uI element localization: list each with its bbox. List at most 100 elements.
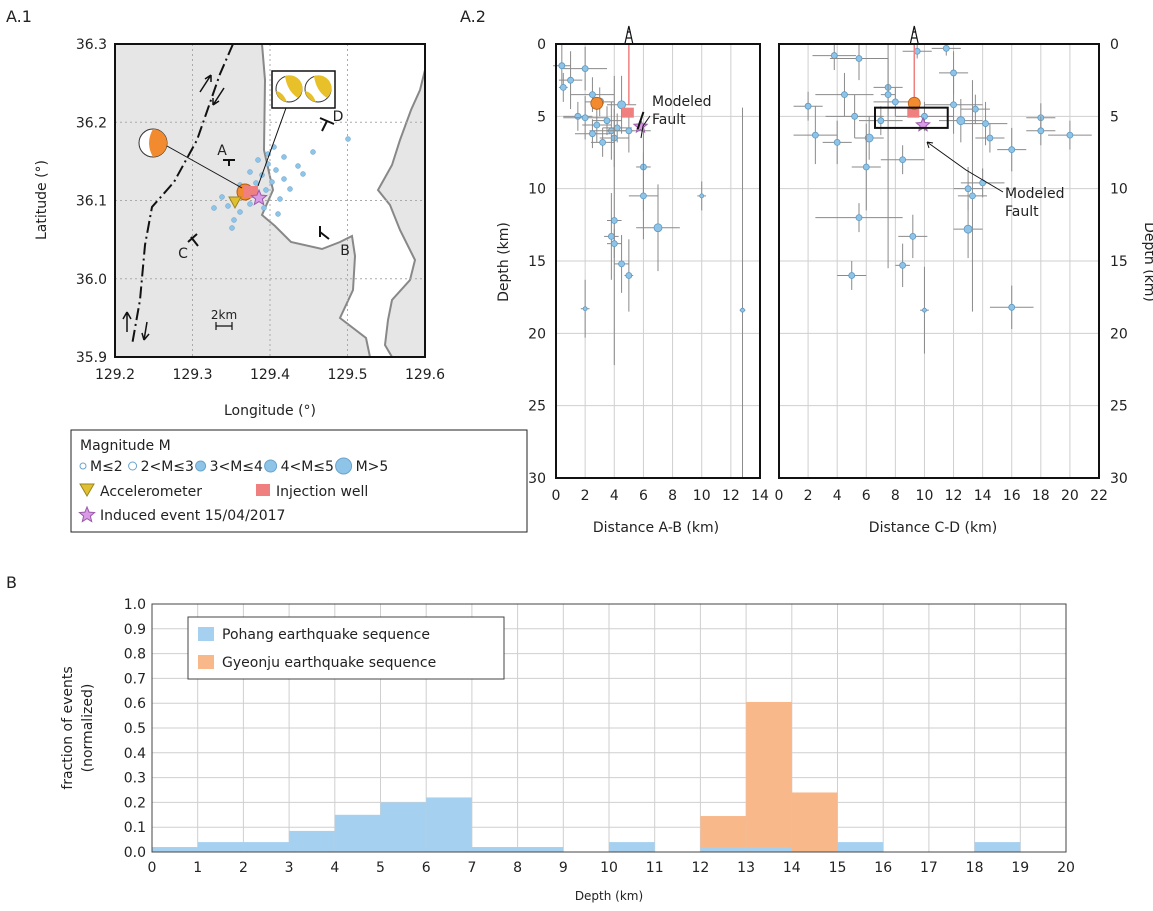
histogram-x-tick: 0 [148,860,157,876]
section-ab-event [625,272,633,279]
section-ab-x-tick: 10 [693,488,711,504]
section-cd-x-axis-label: Distance C-D (km) [869,520,997,536]
section-cd-event [982,120,989,127]
section-label-c: C [178,246,188,262]
section-cd-annotation-line2: Fault [1005,204,1039,220]
section-ab-x-tick: 4 [610,488,619,504]
histogram-bar-pohang [197,842,244,852]
panel-label-a2: A.2 [460,7,486,26]
histogram-y-tick: 0.3 [124,771,146,787]
histogram-x-tick: 6 [422,860,431,876]
section-marker-c [187,233,199,247]
map-event [253,180,259,186]
section-ab-y-tick: 5 [537,109,546,125]
map-grid [115,44,425,357]
map-frame [114,43,426,358]
section-cd-event [942,44,950,52]
section-ab-event [618,260,625,268]
fault-arrow-down [212,87,225,106]
section-ab-event [653,223,663,233]
histogram-y-tick: 0.1 [124,820,146,836]
panel-label-b: B [6,573,17,592]
section-ab-event [740,307,745,313]
magnitude-class-label: M>5 [356,459,389,475]
magnitude-class-label: 3<M≤4 [210,459,263,475]
map-event [295,163,301,169]
histogram-y-tick: 0.7 [124,671,146,687]
section-cd-event [848,272,856,279]
section-cd-x-tick: 16 [1003,488,1021,504]
map-tick-labels: 129.2 129.3 129.4 129.5 129.6 36.3 36.2 36.1 36.… [76,37,445,383]
fault-arrow-up [199,74,212,93]
map-event [263,187,269,193]
section-ab-frame [555,43,761,479]
section-ab-event [607,233,615,240]
section-cd-event [950,69,957,77]
map-y-tick: 36.3 [76,37,107,53]
section-cd-well-tower [909,25,919,45]
section-cd-event [841,91,848,99]
map-y-axis-label: Latitude (°) [34,160,50,240]
section-cd-annotation-line1: Modeled [1005,186,1065,202]
histogram-bar-pohang [380,802,427,852]
section-ab-y-tick: 25 [528,399,546,415]
injection-well-icon [256,484,270,496]
section-ab-event [610,217,618,224]
section-cd-x-tick: 22 [1090,488,1108,504]
section-cd-y-tick: 20 [1110,326,1128,342]
histogram-bar-gyeonju [700,816,747,852]
map-x-tick: 129.3 [172,367,212,383]
section-cd-event [950,101,957,109]
map-event [281,176,287,182]
section-cd-event [986,134,994,142]
legend-injection-well: Injection well [276,484,368,500]
section-ab-event [699,193,705,199]
section-cd-frame [778,43,1100,479]
map-x-tick: 129.4 [250,367,290,383]
coastline-east [376,69,426,358]
section-ab-annotation-line1: Modeled [652,94,712,110]
magnitude-symbol-3 [195,460,207,472]
section-cd-event [899,156,907,164]
magnitude-symbol-4 [264,459,278,473]
section-ab-y-tick: 0 [537,37,546,53]
histogram-bars [152,701,1021,852]
map-event [255,157,261,163]
section-ab-x-tick: 8 [668,488,677,504]
section-ab-event [559,84,567,91]
section-cd-modeled-fault [874,106,949,129]
histogram-x-tick: 15 [829,860,847,876]
induced-event-star-icon [78,505,96,523]
histogram-x-axis-label: Depth (km) [575,889,643,903]
fault-line [131,43,234,346]
section-cd-y-tick: 10 [1110,182,1128,198]
map-fault-trace [122,43,234,346]
legend-pohang: Pohang earthquake sequence [222,627,430,643]
section-ab-modeled-fault [636,111,645,130]
section-ab-annotation-line2: Fault [652,112,686,128]
histogram-x-tick: 5 [376,860,385,876]
map-event [287,186,293,192]
section-cd-events [793,25,1092,354]
map-legend-box [70,429,528,533]
panel-label-a1: A.1 [6,7,32,26]
section-label-b: B [340,243,350,259]
histogram-x-tick: 11 [646,860,664,876]
section-cd-event [909,233,917,240]
legend-induced-event: Induced event 15/04/2017 [100,508,285,524]
histogram-y-axis-label-line1: fraction of events [60,666,76,789]
section-ab-event [613,124,621,132]
section-cd-x-tick: 12 [945,488,963,504]
induced-event-marker [250,188,268,206]
histogram-y-tick: 0.8 [124,647,146,663]
section-cd-x-tick: 14 [974,488,992,504]
legend-swatch-gyeonju [198,655,214,669]
histogram-x-tick: 18 [966,860,984,876]
section-ab-event [599,138,607,146]
histogram-x-tick: 4 [330,860,339,876]
section-ab-x-tick: 0 [552,488,561,504]
legend-accelerometer: Accelerometer [100,484,202,500]
section-ab-event [589,91,596,99]
histogram-tick-labels: 0 1 2 3 4 5 6 7 8 9 10 11 12 13 14 15 16 17 18 19 200.00.10.… [124,597,1075,876]
section-cd-y-tick: 0 [1110,37,1119,53]
